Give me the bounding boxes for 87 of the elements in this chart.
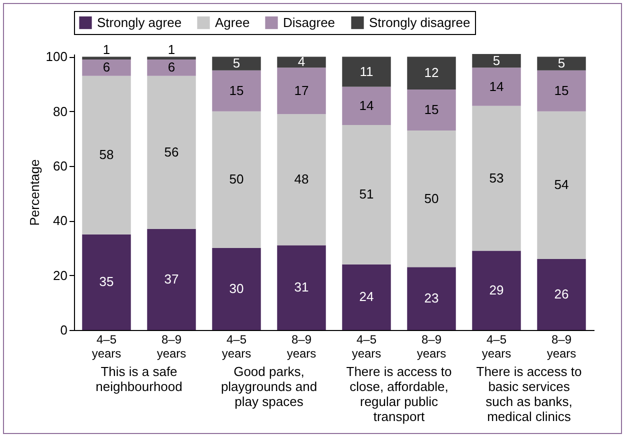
bar	[147, 59, 196, 76]
bar	[147, 76, 196, 229]
text: This is a safe neighbourhood	[96, 364, 182, 394]
data-label: 12	[424, 65, 439, 80]
x-tick-label: 4–5 years	[92, 332, 122, 360]
data-label: 14	[489, 78, 504, 94]
data-label: 50	[424, 190, 439, 206]
bar	[82, 76, 131, 234]
data-label: 14	[359, 98, 374, 113]
bar	[277, 245, 326, 330]
data-label: 53	[489, 170, 504, 186]
data-label: 48	[294, 172, 309, 187]
data-label: 26	[554, 286, 569, 302]
data-label: 51	[359, 186, 374, 202]
data-label: 1	[168, 42, 176, 57]
text: Good parks, playgrounds and play spaces	[220, 364, 318, 409]
data-label: 35	[99, 274, 114, 290]
x-tick-label: 4–5 years	[352, 332, 382, 360]
data-label: 6	[102, 60, 110, 75]
data-label: 5	[232, 56, 240, 71]
y-tick-label: 40	[53, 213, 68, 228]
data-label: 29	[489, 282, 504, 298]
bar	[537, 258, 586, 330]
bar	[342, 56, 391, 87]
data-label: 6	[168, 60, 176, 75]
data-label: 31	[294, 280, 309, 295]
data-label: 5	[492, 52, 500, 68]
y-tick-label: 60	[53, 158, 68, 174]
bar	[472, 68, 521, 106]
data-label: 15	[554, 82, 569, 98]
bar	[277, 56, 326, 68]
data-label: 15	[229, 82, 244, 98]
text: There is access to close, affordable, regular public transport	[346, 364, 452, 424]
bar	[537, 56, 586, 70]
data-label: 56	[164, 144, 179, 160]
data-label: 23	[424, 290, 439, 306]
data-label: 17	[294, 82, 309, 98]
bar	[147, 56, 196, 60]
bar	[277, 68, 326, 114]
bar	[277, 114, 326, 246]
bar	[147, 228, 196, 330]
y-tick-label: 20	[53, 268, 68, 283]
legend-label: Agree	[215, 14, 250, 30]
bar	[472, 250, 521, 330]
y-axis-title: Percentage	[26, 159, 42, 226]
bar	[212, 248, 261, 330]
data-label: 50	[229, 172, 244, 187]
data-label: 54	[554, 177, 569, 192]
x-tick-label: 8–9 years	[546, 332, 576, 360]
bar	[407, 267, 456, 330]
x-tick-label: 4–5 years	[482, 332, 512, 360]
bar	[407, 90, 456, 131]
bar	[537, 111, 586, 259]
x-tick-label: 8–9 years	[416, 332, 446, 360]
bar	[212, 70, 261, 112]
data-label: 1	[102, 42, 110, 57]
bar	[407, 56, 456, 90]
bar	[342, 86, 391, 126]
bar	[472, 54, 521, 68]
bar	[212, 56, 261, 70]
x-tick-label: 4–5 years	[222, 332, 252, 360]
bar	[212, 111, 261, 248]
legend-label: Disagree	[283, 14, 336, 30]
bar	[342, 264, 391, 330]
bar	[407, 130, 456, 268]
data-label: 58	[99, 147, 114, 162]
bar	[82, 59, 131, 76]
data-label: 5	[558, 56, 566, 71]
bar	[82, 56, 131, 60]
data-label: 30	[229, 281, 244, 296]
data-label: 37	[164, 271, 179, 286]
x-tick-label: 8–9 years	[286, 332, 316, 360]
legend-label: Strongly agree	[97, 14, 182, 30]
y-tick-label: 80	[53, 104, 68, 119]
text: There is access to basic services such as banks, medical clinics	[476, 364, 582, 424]
bar	[472, 106, 521, 251]
x-tick-label: 8–9 years	[156, 332, 186, 360]
legend-label: Strongly disagree	[369, 14, 470, 30]
bar	[342, 125, 391, 264]
data-label: 11	[360, 64, 374, 79]
y-tick-label: 0	[60, 322, 68, 338]
data-label: 15	[424, 102, 439, 118]
data-label: 24	[359, 289, 374, 304]
data-label: 4	[298, 54, 306, 70]
bar	[82, 234, 131, 330]
bar	[537, 70, 586, 112]
y-tick-label: 100	[46, 49, 68, 64]
